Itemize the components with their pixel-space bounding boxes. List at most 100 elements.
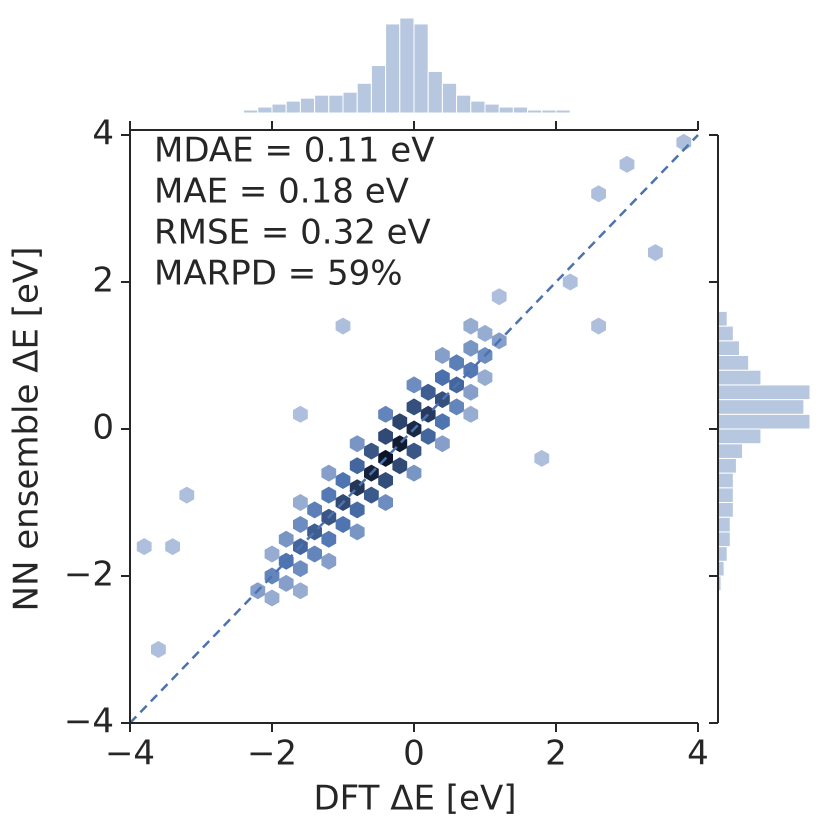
hex-cell	[264, 545, 280, 563]
right-hist-bar	[717, 399, 805, 415]
top-hist-bar	[285, 100, 301, 114]
hex-cell	[321, 486, 337, 504]
hex-cell	[406, 398, 422, 416]
hex-cell	[420, 427, 436, 445]
top-hist-bar	[299, 97, 316, 114]
stats-annotation: MDAE = 0.11 eV	[154, 131, 434, 171]
hex-cell	[136, 538, 152, 556]
hex-cell	[364, 486, 379, 504]
right-hist-bar	[717, 369, 762, 386]
hex-cell	[349, 457, 365, 475]
right-hist-bar	[717, 487, 734, 503]
top-hist-bar	[498, 106, 514, 114]
top-hist-bar	[541, 109, 557, 114]
y-tick-label: −2	[64, 555, 114, 595]
y-tick-label: −4	[64, 702, 114, 742]
hex-cell	[378, 427, 393, 445]
stats-annotation: MARPD = 59%	[154, 254, 403, 294]
stats-annotation: MAE = 0.18 eV	[154, 172, 409, 212]
hex-cell	[420, 383, 436, 401]
right-hist-bar	[717, 502, 734, 518]
hex-cell	[406, 442, 422, 460]
right-hist-bar	[717, 340, 740, 356]
right-hist-bar	[717, 472, 734, 489]
hex-cell	[307, 545, 322, 563]
top-hist-bar	[555, 109, 571, 114]
hex-cell	[335, 516, 351, 533]
y-axis-label: NN ensemble ΔE [eV]	[7, 247, 47, 612]
top-hist-bar	[370, 65, 387, 114]
hex-cell	[562, 273, 578, 291]
hex-cell	[435, 369, 450, 387]
hex-cell	[378, 472, 393, 489]
hex-cell	[278, 574, 294, 592]
top-hist-bar	[470, 100, 486, 114]
top-hist-bar	[243, 109, 259, 114]
right-hist-bar	[717, 310, 728, 327]
hex-cell	[321, 530, 337, 548]
y-tick-label: 0	[92, 408, 114, 448]
hex-cell	[335, 472, 351, 489]
x-axis-label: DFT ΔE [eV]	[314, 779, 517, 819]
top-hist-bar	[427, 70, 443, 114]
hex-cell	[463, 405, 479, 423]
hex-cell	[449, 398, 464, 416]
hex-cell	[264, 589, 280, 607]
hex-cell	[293, 405, 308, 423]
hex-cell	[491, 288, 507, 306]
hex-cell	[364, 442, 379, 460]
hex-cell	[179, 486, 195, 504]
x-tick-label: 2	[545, 734, 567, 774]
hex-cell	[463, 317, 479, 335]
hex-cell	[349, 501, 365, 519]
hex-cell	[435, 347, 450, 364]
hex-cell	[321, 464, 337, 482]
x-tick-label: −2	[247, 734, 297, 774]
hex-cell	[463, 383, 479, 401]
hex-cell	[406, 376, 422, 394]
top-hist-bar	[328, 94, 344, 114]
top-hist-bar	[356, 82, 372, 114]
top-hist-bar	[484, 103, 500, 114]
hex-cell	[648, 244, 663, 262]
top-hist-bar	[512, 106, 529, 114]
hex-cell	[591, 185, 606, 203]
right-hist-bar	[717, 428, 762, 445]
right-hist-bar	[717, 516, 731, 533]
stats-annotation: RMSE = 0.32 eV	[154, 213, 431, 253]
hex-cell	[406, 464, 422, 482]
hex-cell	[151, 641, 166, 658]
hex-cell	[392, 457, 408, 475]
top-hist-bar	[456, 94, 472, 114]
hex-cell	[335, 317, 351, 335]
hex-cell	[392, 413, 408, 431]
right-hist-bar	[717, 413, 811, 430]
top-hist-bar	[271, 103, 287, 114]
hex-cell	[307, 501, 322, 519]
hex-cell	[619, 155, 635, 173]
right-hist-bar	[717, 443, 744, 459]
top-hist-bar	[441, 82, 458, 114]
hex-cell	[165, 538, 180, 556]
hex-cell	[435, 435, 450, 453]
hex-cell	[349, 435, 365, 453]
y-tick-label: 2	[92, 261, 114, 301]
top-hist-bar	[527, 109, 543, 114]
top-hist-bar	[385, 23, 401, 114]
hex-cell	[477, 369, 493, 387]
right-hist-bar	[717, 457, 737, 474]
x-tick-label: 4	[687, 734, 709, 774]
identity-line	[129, 134, 699, 724]
hex-cell	[349, 523, 365, 541]
hex-cell	[293, 494, 308, 511]
hex-cell	[378, 494, 393, 511]
right-hist-bar	[717, 531, 731, 548]
hex-cell	[378, 405, 393, 423]
hex-cell	[293, 582, 308, 600]
x-tick-label: −4	[105, 734, 155, 774]
hex-cell	[449, 354, 464, 372]
hex-cell	[477, 324, 493, 342]
top-hist-bar	[413, 23, 429, 114]
right-hist-bar	[717, 384, 811, 401]
